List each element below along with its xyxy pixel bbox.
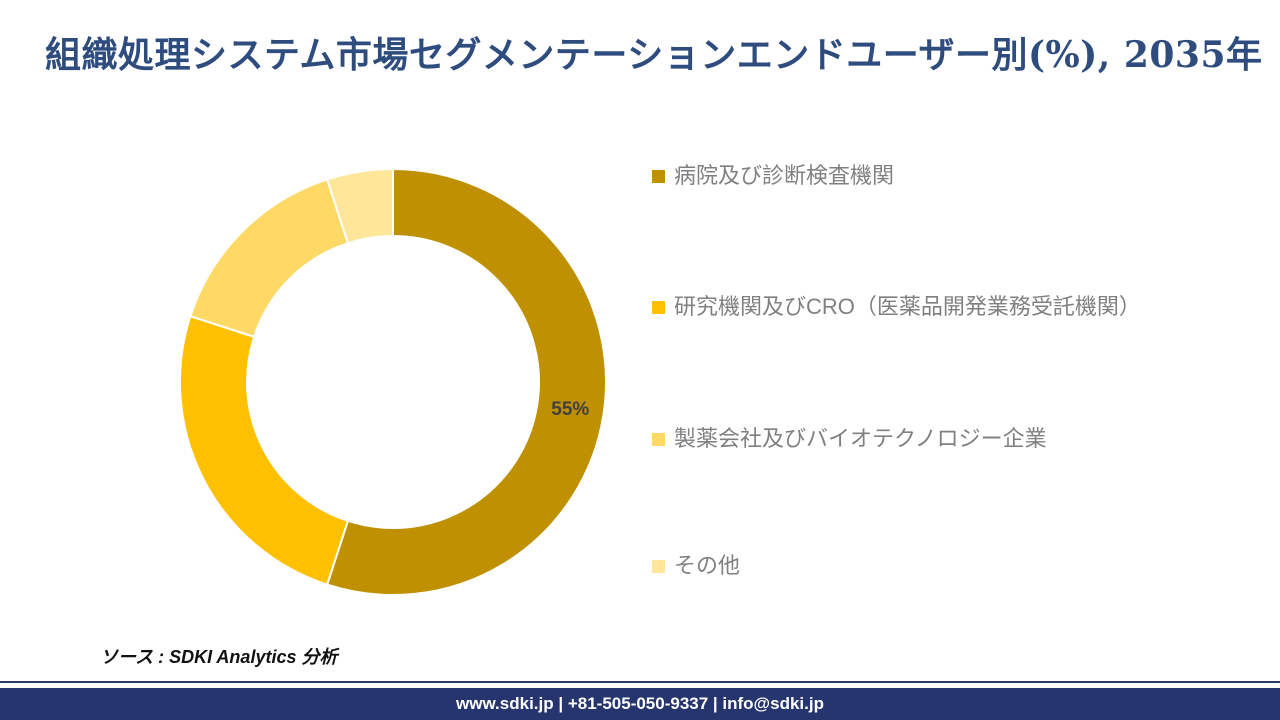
legend-item-others: その他: [652, 540, 1184, 592]
legend-label: 病院及び診断検査機関: [674, 163, 895, 188]
donut-slice-3: [325, 167, 394, 245]
legend-item-hospitals: 病院及び診断検査機関: [652, 150, 1184, 202]
donut-slice-0: [325, 167, 607, 596]
legend-label: 製薬会社及びバイオテクノロジー企業: [674, 426, 1047, 451]
page-title: 組織処理システム市場セグメンテーションエンドユーザー別(%), 2035年: [45, 34, 1263, 76]
legend-label: その他: [674, 553, 741, 578]
legend-swatch-others: [652, 560, 665, 573]
source-note: ソース : SDKI Analytics 分析: [100, 647, 338, 667]
donut-data-label-0: 55%: [551, 399, 589, 420]
footer-bar: www.sdki.jp | +81-505-050-9337 | info@sd…: [0, 688, 1280, 720]
legend-item-pharma-biotech: 製薬会社及びバイオテクノロジー企業: [652, 413, 1184, 465]
legend-swatch-hospitals: [652, 170, 665, 183]
donut-slice-2: [189, 178, 350, 339]
donut-slice-1: [179, 314, 350, 586]
legend-swatch-pharma-biotech: [652, 433, 665, 446]
legend-item-research-cro: 研究機関及びCRO（医薬品開発業務受託機関）: [652, 281, 1184, 333]
legend-label: 研究機関及びCRO（医薬品開発業務受託機関）: [674, 294, 1141, 319]
legend-swatch-research-cro: [652, 301, 665, 314]
footer-contact-text: www.sdki.jp | +81-505-050-9337 | info@sd…: [456, 694, 824, 713]
footer-divider: [0, 681, 1280, 683]
